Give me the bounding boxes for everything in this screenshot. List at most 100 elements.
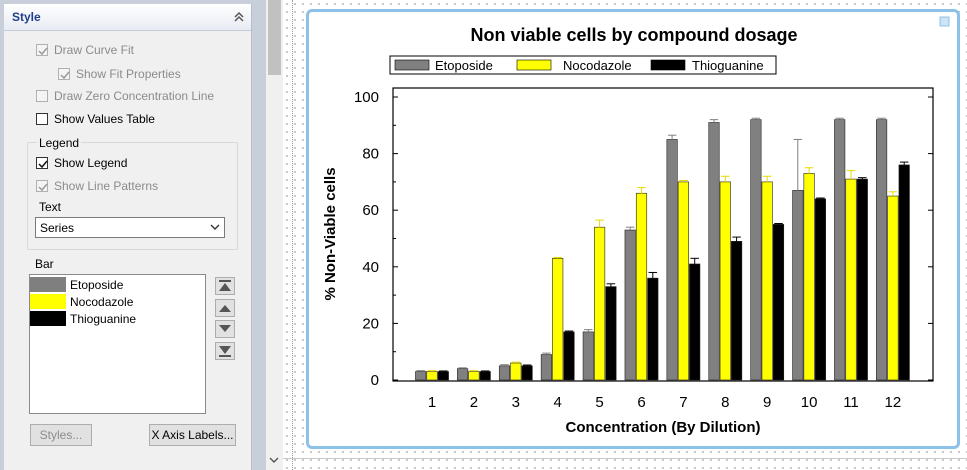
style-panel-header[interactable]: Style bbox=[4, 4, 251, 31]
y-tick-label: 60 bbox=[362, 202, 379, 219]
bar-thioguanine-6 bbox=[647, 277, 659, 381]
bar-label: Bar bbox=[35, 257, 54, 271]
legend-text-value: Series bbox=[40, 221, 75, 235]
bars-group bbox=[415, 117, 910, 381]
draw-zero-concentration-line-label: Draw Zero Concentration Line bbox=[54, 89, 215, 103]
bar-list-item-nocodazole[interactable]: Nocodazole bbox=[30, 293, 133, 310]
canvas-bottom-edge bbox=[283, 458, 967, 460]
legend-swatch-etoposide bbox=[394, 59, 430, 71]
x-tick-label: 5 bbox=[595, 394, 603, 411]
thioguanine-swatch bbox=[30, 311, 66, 326]
bar-thioguanine-9 bbox=[772, 224, 785, 381]
bar-etoposide-1 bbox=[415, 371, 427, 381]
move-down-icon bbox=[219, 325, 231, 332]
bar-nocodazole-10 bbox=[803, 173, 815, 381]
bar-etoposide-8 bbox=[708, 122, 720, 381]
x-axis-labels-button[interactable]: X Axis Labels... bbox=[149, 424, 236, 446]
bar-list-item-etoposide[interactable]: Etoposide bbox=[30, 276, 123, 293]
bar-nocodazole-3 bbox=[510, 362, 522, 381]
x-tick-label: 7 bbox=[679, 394, 687, 411]
bar-thioguanine-11 bbox=[856, 178, 868, 381]
bar-list-item-label: Nocodazole bbox=[70, 294, 134, 309]
x-axis: 1 2 3 4 5 6 7 8 9 10 11 12 bbox=[428, 394, 901, 411]
y-tick-label: 40 bbox=[362, 259, 379, 276]
legend-text-select[interactable]: Series bbox=[35, 217, 225, 238]
bar-etoposide-2 bbox=[457, 368, 469, 381]
bar-thioguanine-10 bbox=[814, 198, 826, 381]
move-up-icon bbox=[219, 305, 231, 312]
bar-thioguanine-12 bbox=[898, 164, 910, 381]
bar-thioguanine-4 bbox=[563, 331, 575, 381]
draw-curve-fit-option[interactable]: Draw Curve Fit bbox=[36, 42, 134, 58]
draw-curve-fit-checkbox[interactable] bbox=[36, 44, 48, 56]
x-tick-label: 2 bbox=[470, 394, 478, 411]
y-tick-label: 20 bbox=[362, 315, 379, 332]
bar-etoposide-11 bbox=[834, 119, 846, 381]
bar-nocodazole-7 bbox=[677, 181, 689, 381]
show-values-table-option[interactable]: Show Values Table bbox=[36, 111, 155, 127]
panel-scrollbar[interactable] bbox=[266, 0, 283, 470]
y-tick-label: 100 bbox=[354, 89, 379, 106]
nocodazole-swatch bbox=[30, 294, 66, 309]
collapse-icon[interactable] bbox=[233, 11, 245, 23]
show-legend-checkbox[interactable] bbox=[36, 157, 48, 169]
y-axis-label: % Non-Viable cells bbox=[322, 167, 339, 300]
bar-thioguanine-2 bbox=[479, 371, 491, 381]
bar-list-item-label: Etoposide bbox=[70, 277, 124, 292]
bar-etoposide-7 bbox=[666, 139, 678, 381]
bar-list-item-thioguanine[interactable]: Thioguanine bbox=[30, 310, 136, 327]
bar-series-list[interactable]: Etoposide Nocodazole Thioguanine bbox=[29, 274, 206, 414]
text-label: Text bbox=[39, 200, 62, 214]
draw-zero-concentration-line-option[interactable]: Draw Zero Concentration Line bbox=[36, 88, 214, 104]
x-tick-label: 10 bbox=[801, 394, 818, 411]
bar-etoposide-6 bbox=[624, 229, 636, 381]
show-values-table-label: Show Values Table bbox=[54, 112, 155, 126]
chart-resize-icon[interactable] bbox=[939, 16, 950, 27]
chevron-down-icon bbox=[210, 224, 220, 230]
scrollbar-thumb[interactable] bbox=[268, 0, 281, 75]
show-line-patterns-option[interactable]: Show Line Patterns bbox=[36, 178, 158, 194]
scroll-down-arrow-icon[interactable] bbox=[269, 456, 279, 464]
bar-nocodazole-11 bbox=[845, 178, 857, 381]
bar-thioguanine-8 bbox=[731, 241, 743, 381]
bar-thioguanine-5 bbox=[605, 286, 617, 381]
show-fit-properties-label: Show Fit Properties bbox=[76, 67, 181, 81]
styles-button[interactable]: Styles... bbox=[30, 424, 92, 446]
y-tick-label: 0 bbox=[371, 372, 379, 389]
bar-etoposide-12 bbox=[876, 119, 888, 381]
bar-thioguanine-7 bbox=[689, 263, 701, 381]
plot-area bbox=[392, 87, 934, 382]
legend-group bbox=[27, 142, 238, 250]
move-up-button[interactable] bbox=[215, 299, 235, 317]
show-line-patterns-checkbox[interactable] bbox=[36, 180, 48, 192]
show-fit-properties-option[interactable]: Show Fit Properties bbox=[58, 66, 181, 82]
bar-etoposide-9 bbox=[750, 119, 762, 381]
legend-swatch-nocodazole bbox=[516, 59, 552, 71]
bar-thioguanine-3 bbox=[521, 365, 533, 381]
show-legend-label: Show Legend bbox=[54, 156, 128, 170]
bar-chart: Non viable cells by compound dosage Etop… bbox=[322, 16, 950, 436]
show-fit-properties-checkbox[interactable] bbox=[58, 68, 70, 80]
x-tick-label: 1 bbox=[428, 394, 436, 411]
x-tick-label: 12 bbox=[885, 394, 902, 411]
bar-thioguanine-1 bbox=[437, 371, 449, 381]
canvas-margin-guide bbox=[292, 0, 294, 470]
x-tick-label: 11 bbox=[843, 394, 859, 411]
move-down-button[interactable] bbox=[215, 320, 235, 338]
bar-nocodazole-4 bbox=[552, 258, 564, 381]
move-to-bottom-button[interactable] bbox=[215, 342, 235, 360]
x-tick-label: 4 bbox=[554, 394, 562, 411]
legend-label-thioguanine: Thioguanine bbox=[692, 58, 764, 73]
move-to-top-button[interactable] bbox=[215, 277, 235, 295]
bar-list-item-label: Thioguanine bbox=[70, 311, 137, 326]
draw-zero-concentration-line-checkbox[interactable] bbox=[36, 90, 48, 102]
legend-label-etoposide: Etoposide bbox=[435, 58, 493, 73]
show-legend-option[interactable]: Show Legend bbox=[36, 155, 127, 171]
bar-nocodazole-1 bbox=[426, 371, 438, 381]
chart-legend: Etoposide Nocodazole Thioguanine bbox=[389, 55, 777, 75]
x-tick-label: 8 bbox=[721, 394, 729, 411]
bar-nocodazole-12 bbox=[887, 195, 899, 381]
chart-title: Non viable cells by compound dosage bbox=[470, 25, 797, 45]
x-axis-label: Concentration (By Dilution) bbox=[566, 419, 761, 436]
show-values-table-checkbox[interactable] bbox=[36, 113, 48, 125]
